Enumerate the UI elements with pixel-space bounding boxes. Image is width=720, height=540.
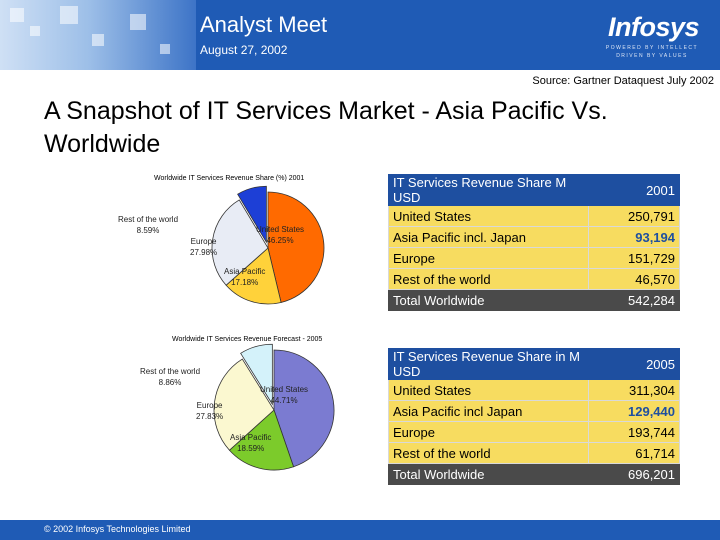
slice-name: Rest of the world (118, 215, 179, 224)
slide-title: A Snapshot of IT Services Market - Asia … (44, 97, 608, 158)
table-row: Rest of the world 61,714 (388, 442, 680, 464)
table-header-row: IT Services Revenue Share M USD 2001 (388, 174, 680, 206)
table-header-year: 2001 (588, 174, 680, 206)
row-value: 311,304 (588, 379, 680, 401)
slice-label-rest-of-world: Rest of the world 8.86% (140, 366, 200, 388)
slice-label-asia-pacific: Asia Pacific 18.59% (230, 432, 271, 454)
infosys-logo: Infosys (608, 12, 700, 42)
table-header-label: IT Services Revenue Share M USD (388, 174, 589, 206)
slice-value: 27.98% (190, 248, 218, 257)
pie-slice-rest-of-the-world (240, 343, 273, 406)
table-row: United States 250,791 (388, 205, 680, 227)
slice-label-rest-of-world: Rest of the world 8.59% (118, 214, 178, 236)
row-label: Europe (388, 421, 589, 443)
header-date: August 27, 2002 (200, 43, 288, 57)
row-label: Europe (388, 247, 589, 269)
slice-name: Asia Pacific (224, 267, 266, 276)
slice-name: United States (260, 385, 309, 394)
table-row: Rest of the world 46,570 (388, 268, 680, 290)
table-row: Europe 193,744 (388, 421, 680, 443)
table-total-row: Total Worldwide 696,201 (388, 463, 680, 485)
row-label: United States (388, 205, 589, 227)
row-value: 129,440 (588, 400, 680, 422)
total-label: Total Worldwide (388, 289, 589, 311)
row-label: Asia Pacific incl Japan (388, 400, 589, 422)
pie-2001-svg (211, 185, 325, 305)
slice-label-europe: Europe 27.98% (190, 236, 217, 258)
slice-value: 8.86% (158, 378, 182, 387)
pie-chart-2001: Worldwide IT Services Revenue Share (%) … (112, 170, 346, 310)
total-value: 696,201 (588, 463, 680, 485)
row-value: 61,714 (588, 442, 680, 464)
slice-name: Europe (190, 237, 217, 246)
pie-slice-rest-of-the-world (237, 185, 267, 244)
chart-title: Worldwide IT Services Revenue Forecast -… (172, 336, 323, 343)
slice-label-united-states: United States 46.25% (256, 224, 304, 246)
footer-bar: © 2002 Infosys Technologies Limited (0, 520, 720, 540)
table-total-row: Total Worldwide 542,284 (388, 289, 680, 311)
row-value: 151,729 (588, 247, 680, 269)
row-value: 250,791 (588, 205, 680, 227)
row-value: 46,570 (588, 268, 680, 290)
table-header-label: IT Services Revenue Share in M USD (388, 348, 589, 380)
table-row: Europe 151,729 (388, 247, 680, 269)
slice-value: 18.59% (237, 444, 265, 453)
table-header-row: IT Services Revenue Share in M USD 2005 (388, 348, 680, 380)
slice-label-asia-pacific: Asia Pacific 17.18% (224, 266, 265, 288)
chart-title: Worldwide IT Services Revenue Share (%) … (154, 175, 305, 182)
slice-value: 27.83% (196, 412, 224, 421)
table-row: Asia Pacific incl Japan 129,440 (388, 400, 680, 422)
copyright-text: © 2002 Infosys Technologies Limited (44, 524, 191, 534)
table-row: Asia Pacific incl. Japan 93,194 (388, 226, 680, 248)
row-label: United States (388, 379, 589, 401)
pie-slice-asia-pacific (228, 409, 295, 471)
slice-name: Rest of the world (140, 367, 201, 376)
slice-value: 17.18% (231, 278, 259, 287)
slice-name: Asia Pacific (230, 433, 272, 442)
slice-name: Europe (196, 401, 223, 410)
logo-tagline: POWERED BY INTELLECT DRIVEN BY VALUES (605, 45, 699, 59)
pie-2005-svg (213, 343, 335, 471)
row-label: Rest of the world (388, 442, 589, 464)
slice-label-europe: Europe 27.83% (196, 400, 223, 422)
table-row: United States 311,304 (388, 379, 680, 401)
row-value: 193,744 (588, 421, 680, 443)
slice-value: 8.59% (136, 226, 160, 235)
source-note: Source: Gartner Dataquest July 2002 (532, 75, 714, 87)
pie-slice-united-states (267, 191, 325, 303)
total-value: 542,284 (588, 289, 680, 311)
pie-slice-europe (213, 358, 275, 451)
header-title: Analyst Meet (200, 12, 328, 37)
revenue-table-2001: IT Services Revenue Share M USD 2001 Uni… (388, 174, 680, 311)
slice-label-united-states: United States 44.71% (260, 384, 308, 406)
row-label: Rest of the world (388, 268, 589, 290)
slice-name: United States (256, 225, 305, 234)
total-label: Total Worldwide (388, 463, 589, 485)
header-collage-image (0, 0, 196, 70)
slice-value: 44.71% (270, 396, 298, 405)
table-header-year: 2005 (588, 348, 680, 380)
header-bar: Analyst Meet August 27, 2002 Infosys POW… (0, 0, 720, 70)
revenue-table-2005: IT Services Revenue Share in M USD 2005 … (388, 348, 680, 485)
slice-value: 46.25% (266, 236, 294, 245)
pie-chart-2005: Worldwide IT Services Revenue Forecast -… (140, 332, 346, 478)
row-value: 93,194 (588, 226, 680, 248)
pie-slice-asia-pacific (225, 247, 282, 305)
row-label: Asia Pacific incl. Japan (388, 226, 589, 248)
pie-slice-europe (211, 199, 269, 286)
pie-slice-united-states (273, 349, 335, 468)
